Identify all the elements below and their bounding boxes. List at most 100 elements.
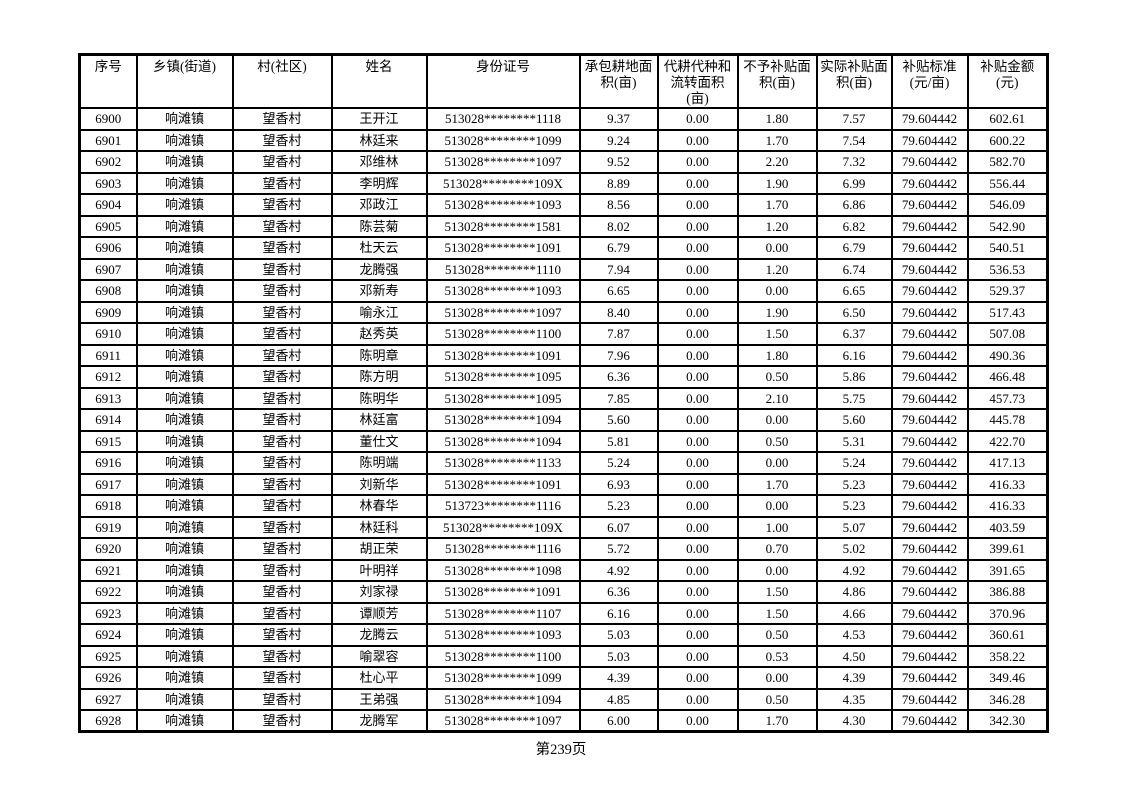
table-cell: 600.22 <box>966 128 1049 152</box>
table-cell: 79.604442 <box>890 580 969 604</box>
table-cell: 6916 <box>78 451 138 475</box>
table-cell: 1.70 <box>736 709 818 733</box>
table-cell: 602.61 <box>966 107 1049 131</box>
table-cell: 79.604442 <box>890 623 969 647</box>
table-cell: 8.40 <box>578 300 659 324</box>
table-cell: 79.604442 <box>890 300 969 324</box>
table-cell: 6924 <box>78 623 138 647</box>
table-cell: 5.86 <box>815 365 893 389</box>
table-cell: 513028********1095 <box>425 365 581 389</box>
table-cell: 望香村 <box>231 107 333 131</box>
column-header: 实际补贴面 积(亩) <box>815 53 893 109</box>
table-cell: 0.00 <box>656 150 739 174</box>
table-cell: 0.00 <box>656 623 739 647</box>
table-cell: 513028********1091 <box>425 343 581 367</box>
table-cell: 6.65 <box>578 279 659 303</box>
table-cell: 536.53 <box>966 257 1049 281</box>
table-cell: 响滩镇 <box>135 644 234 668</box>
table-cell: 1.70 <box>736 128 818 152</box>
table-cell: 513028********1118 <box>425 107 581 131</box>
table-cell: 79.604442 <box>890 515 969 539</box>
table-cell: 6903 <box>78 171 138 195</box>
table-cell: 79.604442 <box>890 408 969 432</box>
table-row: 6912 响滩镇 望香村 陈方明 513028********1095 6.36 0.00 0… <box>78 365 1049 389</box>
table-cell: 5.60 <box>578 408 659 432</box>
table-cell: 望香村 <box>231 623 333 647</box>
table-cell: 513028********1093 <box>425 623 581 647</box>
table-cell: 457.73 <box>966 386 1049 410</box>
table-cell: 6902 <box>78 150 138 174</box>
table-cell: 346.28 <box>966 687 1049 711</box>
column-header: 村(社区) <box>231 53 333 109</box>
table-cell: 0.00 <box>656 365 739 389</box>
table-cell: 响滩镇 <box>135 623 234 647</box>
table-cell: 6.00 <box>578 709 659 733</box>
table-cell: 466.48 <box>966 365 1049 389</box>
table-cell: 556.44 <box>966 171 1049 195</box>
table-cell: 5.23 <box>815 494 893 518</box>
table-cell: 6900 <box>78 107 138 131</box>
table-cell: 513028********1093 <box>425 279 581 303</box>
table-cell: 0.00 <box>656 171 739 195</box>
table-cell: 358.22 <box>966 644 1049 668</box>
table-cell: 79.604442 <box>890 472 969 496</box>
table-cell: 望香村 <box>231 343 333 367</box>
table-cell: 5.23 <box>578 494 659 518</box>
table-row: 6914 响滩镇 望香村 林廷富 513028********1094 5.60 0.00 0… <box>78 408 1049 432</box>
table-cell: 董仕文 <box>330 429 428 453</box>
table-cell: 望香村 <box>231 709 333 733</box>
table-cell: 1.20 <box>736 257 818 281</box>
table-row: 6904 响滩镇 望香村 邓政江 513028********1093 8.56 0.00 1… <box>78 193 1049 217</box>
table-cell: 响滩镇 <box>135 214 234 238</box>
table-cell: 513028********1107 <box>425 601 581 625</box>
table-cell: 1.00 <box>736 515 818 539</box>
table-cell: 417.13 <box>966 451 1049 475</box>
table-cell: 8.89 <box>578 171 659 195</box>
table-cell: 响滩镇 <box>135 128 234 152</box>
table-cell: 513028********1094 <box>425 408 581 432</box>
table-row: 6919 响滩镇 望香村 林廷科 513028********109X 6.07 0.00 1… <box>78 515 1049 539</box>
table-cell: 1.70 <box>736 472 818 496</box>
table-cell: 5.31 <box>815 429 893 453</box>
table-cell: 6928 <box>78 709 138 733</box>
table-cell: 6917 <box>78 472 138 496</box>
table-cell: 79.604442 <box>890 279 969 303</box>
table-cell: 546.09 <box>966 193 1049 217</box>
table-cell: 0.00 <box>656 429 739 453</box>
table-cell: 79.604442 <box>890 257 969 281</box>
table-cell: 望香村 <box>231 171 333 195</box>
table-cell: 513028********1100 <box>425 644 581 668</box>
table-cell: 陈芸菊 <box>330 214 428 238</box>
table-cell: 79.604442 <box>890 171 969 195</box>
table-row: 6913 响滩镇 望香村 陈明华 513028********1095 7.85 0.00 2… <box>78 386 1049 410</box>
table-cell: 4.66 <box>815 601 893 625</box>
table-cell: 0.00 <box>656 300 739 324</box>
table-cell: 响滩镇 <box>135 601 234 625</box>
table-cell: 1.80 <box>736 343 818 367</box>
table-cell: 望香村 <box>231 279 333 303</box>
table-cell: 6904 <box>78 193 138 217</box>
table-cell: 513028********1097 <box>425 300 581 324</box>
table-cell: 79.604442 <box>890 386 969 410</box>
table-cell: 6920 <box>78 537 138 561</box>
column-header: 代耕代种和 流转面积 (亩) <box>656 53 739 109</box>
table-cell: 望香村 <box>231 408 333 432</box>
table-cell: 6926 <box>78 666 138 690</box>
table-cell: 刘家禄 <box>330 580 428 604</box>
table-cell: 513028********1091 <box>425 236 581 260</box>
table-cell: 0.00 <box>656 236 739 260</box>
table-cell: 望香村 <box>231 644 333 668</box>
table-cell: 望香村 <box>231 236 333 260</box>
table-cell: 响滩镇 <box>135 193 234 217</box>
table-cell: 望香村 <box>231 128 333 152</box>
table-cell: 399.61 <box>966 537 1049 561</box>
table-cell: 王开江 <box>330 107 428 131</box>
table-cell: 360.61 <box>966 623 1049 647</box>
table-cell: 胡正荣 <box>330 537 428 561</box>
table-cell: 513028********1133 <box>425 451 581 475</box>
table-cell: 5.07 <box>815 515 893 539</box>
table-cell: 响滩镇 <box>135 171 234 195</box>
table-row: 6916 响滩镇 望香村 陈明端 513028********1133 5.24 0.00 0… <box>78 451 1049 475</box>
table-cell: 望香村 <box>231 322 333 346</box>
table-cell: 4.92 <box>815 558 893 582</box>
